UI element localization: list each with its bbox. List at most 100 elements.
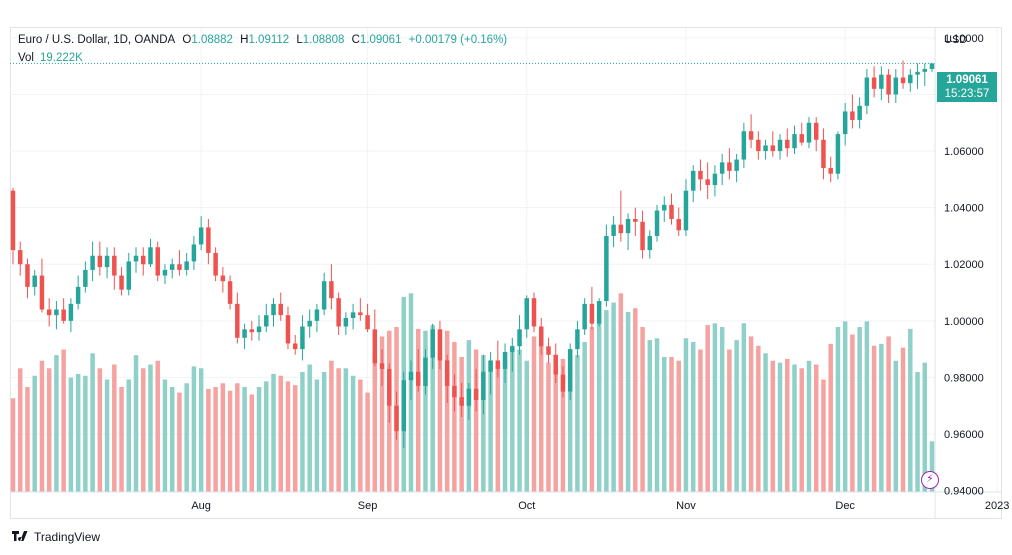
candle-body	[61, 309, 66, 321]
candle-body	[46, 309, 52, 316]
candle-body	[466, 388, 472, 406]
candle-body	[640, 221, 645, 251]
candle-body	[625, 218, 631, 234]
volume-bar	[756, 345, 761, 492]
time-tick-label: Oct	[518, 500, 535, 512]
price-tick-label: 1.10000	[944, 33, 984, 45]
volume-bar	[227, 390, 233, 492]
symbol-legend[interactable]: Euro / U.S. Dollar, 1D, OANDA O1.08882 H…	[18, 34, 507, 46]
candle-body	[842, 111, 848, 135]
tradingview-logo[interactable]: TradingView	[12, 530, 100, 544]
volume-bar	[112, 364, 117, 492]
volume-bar	[560, 358, 566, 492]
candle-body	[473, 388, 479, 401]
volume-value: 19.222K	[40, 52, 83, 64]
volume-bar	[481, 355, 486, 492]
candle-body	[408, 371, 414, 381]
volume-bar	[908, 328, 913, 492]
open-label: O	[182, 34, 192, 46]
candle-body	[741, 131, 747, 160]
candle-body	[133, 255, 139, 262]
volume-bar	[104, 379, 110, 492]
volume-legend[interactable]: Vol 19.222K	[18, 52, 83, 64]
candle-body	[68, 303, 74, 321]
candle-body	[358, 312, 363, 316]
volume-bar	[54, 355, 59, 492]
volume-bar	[423, 330, 428, 492]
candle-body	[169, 264, 175, 270]
volume-bar	[488, 360, 493, 492]
volume-label: Vol	[18, 52, 34, 64]
volume-bar	[119, 387, 124, 492]
candle-body	[184, 261, 189, 270]
volume-bar	[850, 334, 855, 492]
candle-body	[553, 354, 558, 375]
volume-bar	[531, 336, 537, 492]
volume-bar	[292, 385, 298, 492]
volume-bar	[510, 345, 515, 492]
candle-body	[148, 247, 153, 265]
candle-body	[488, 360, 493, 372]
volume-bar	[524, 360, 530, 492]
candle-body	[54, 309, 59, 316]
volume-bar	[321, 372, 327, 492]
last-price-value: 1.09061	[946, 74, 988, 86]
candle-body	[813, 122, 819, 140]
candle-body	[596, 301, 602, 324]
change-value: +0.00179 (+0.16%)	[408, 34, 508, 46]
volume-bar	[604, 310, 609, 492]
price-tick-label: 0.96000	[944, 429, 984, 441]
candle-body	[292, 343, 298, 350]
candle-body	[321, 281, 327, 310]
candle-body	[444, 360, 450, 386]
volume-bar	[32, 375, 37, 492]
currency-label[interactable]: USD	[944, 34, 968, 46]
volume-bar	[654, 338, 660, 492]
candle-body	[177, 264, 182, 270]
candle-body	[39, 275, 45, 310]
volume-bar	[618, 293, 624, 492]
symbol-title[interactable]: Euro / U.S. Dollar, 1D, OANDA	[18, 34, 176, 46]
candle-body	[104, 255, 110, 268]
candle-body	[343, 318, 349, 327]
volume-bar	[575, 355, 580, 492]
volume-bar	[864, 321, 870, 492]
candle-body	[83, 269, 88, 287]
close-value: 1.09061	[359, 34, 402, 46]
volume-bar	[329, 360, 334, 492]
volume-bar	[169, 387, 175, 492]
volume-bar	[705, 325, 710, 492]
candle-body	[777, 139, 783, 152]
volume-bar	[452, 342, 457, 492]
flash-icon[interactable]: ⚡	[921, 471, 939, 489]
candle-body	[365, 315, 370, 330]
candle-body	[452, 385, 457, 398]
volume-bar	[539, 343, 544, 492]
candle-body	[235, 303, 240, 338]
candle-body	[213, 252, 218, 276]
candle-body	[546, 346, 551, 355]
volume-bar	[596, 323, 602, 492]
candle-body	[227, 281, 233, 304]
volume-bar	[220, 383, 226, 492]
volume-bar	[857, 327, 862, 492]
candle-body	[756, 139, 761, 152]
volume-bar	[285, 381, 291, 492]
volume-bar	[271, 373, 276, 492]
volume-bar	[148, 364, 153, 492]
volume-bar	[126, 379, 132, 492]
candle-body	[112, 255, 117, 276]
candle-body	[198, 227, 204, 245]
volume-bar	[785, 358, 790, 492]
volume-bar	[683, 338, 689, 492]
volume-bar	[473, 349, 479, 492]
candle-body	[806, 122, 812, 143]
brand-name: TradingView	[34, 530, 101, 544]
candle-body	[857, 105, 862, 120]
volume-bar	[879, 343, 884, 492]
volume-bar	[777, 362, 783, 492]
volume-bar	[191, 366, 197, 492]
volume-bar	[90, 353, 95, 492]
candle-body	[242, 329, 247, 338]
